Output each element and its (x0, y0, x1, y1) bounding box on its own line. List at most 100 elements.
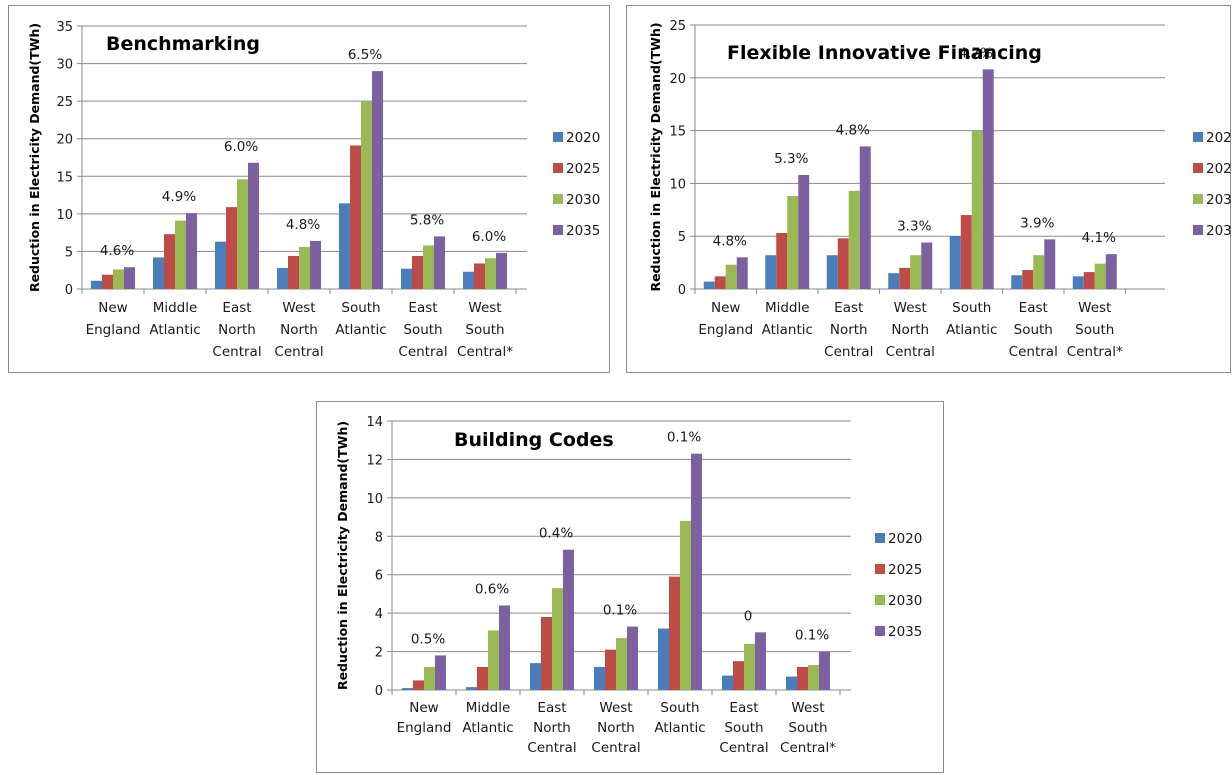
bar-2035 (691, 453, 702, 690)
category-label: Middle (466, 700, 511, 716)
chart-panel-flexible-financing: 0 5 10 15 20 25 4.8% New England 5.3% Middle Atlant… (626, 5, 1232, 373)
category-label: Middle (153, 300, 198, 316)
category-label: Central (274, 344, 323, 360)
legend-swatch-2030 (875, 595, 885, 605)
bar-2020 (594, 666, 605, 690)
category-label: East (729, 700, 758, 716)
legend-swatch-2025 (1193, 163, 1203, 173)
bar-2025 (226, 207, 237, 289)
data-label: 4.8% (836, 122, 870, 138)
bar-2030 (787, 196, 799, 289)
bar-2035 (310, 240, 321, 289)
category-label: Central (719, 740, 768, 756)
bar-2030 (361, 101, 372, 290)
legend-label: 2030 (566, 192, 600, 208)
bar-2030 (1033, 255, 1045, 289)
legend-label: 2025 (888, 562, 922, 578)
y-tick-label: 5 (65, 245, 73, 260)
bar-2035 (755, 632, 766, 690)
data-label: 4.8% (713, 233, 747, 249)
bar-2030 (488, 630, 499, 690)
y-tick-label: 25 (669, 19, 686, 34)
data-label: 0.5% (411, 631, 445, 647)
bar-2020 (402, 688, 413, 690)
category-label: East (834, 300, 863, 316)
y-tick-label: 12 (366, 453, 383, 468)
category-label: Central (527, 740, 576, 756)
bar-2030 (1094, 263, 1106, 289)
legend-swatch-2020 (1193, 132, 1203, 142)
category-label: New (711, 300, 740, 316)
data-label: 0.1% (603, 603, 637, 619)
bar-2035 (798, 174, 810, 289)
category-label: Central* (457, 344, 513, 360)
bar-2030 (424, 666, 435, 690)
bar-2020 (765, 255, 777, 289)
category-label: Atlantic (762, 322, 813, 338)
category-label: New (409, 700, 438, 716)
y-tick-label: 35 (56, 20, 73, 35)
bar-2035 (1105, 254, 1117, 289)
bar-2025 (412, 255, 423, 289)
bar-2020 (703, 281, 715, 289)
legend-label: 2020 (1206, 130, 1232, 146)
category-label: South (403, 322, 442, 338)
y-tick-label: 5 (678, 230, 686, 245)
legend-label: 2035 (566, 223, 600, 239)
category-label: South (465, 322, 504, 338)
category-label: West (791, 700, 824, 716)
y-tick-label: 30 (56, 58, 73, 73)
bar-2025 (288, 255, 299, 289)
bar-2020 (277, 267, 288, 289)
bar-2030 (971, 130, 983, 289)
category-label: Atlantic (149, 322, 200, 338)
bar-2035 (859, 146, 871, 289)
data-label: 4.7% (959, 45, 993, 61)
category-label: West (468, 300, 501, 316)
category-label: Central (591, 740, 640, 756)
data-label: 5.3% (774, 151, 808, 167)
category-label: West (599, 700, 632, 716)
bar-2020 (401, 268, 412, 289)
legend-swatch-2030 (1193, 194, 1203, 204)
y-tick-label: 15 (56, 170, 73, 185)
category-label: South (660, 700, 699, 716)
data-label: 4.6% (100, 243, 134, 259)
category-label: North (280, 322, 318, 338)
bar-2035 (124, 267, 135, 289)
bar-2020 (786, 676, 797, 690)
legend-label: 2025 (1206, 161, 1232, 177)
data-label: 0.6% (475, 581, 509, 597)
bar-2035 (736, 257, 748, 289)
bar-2030 (680, 520, 691, 690)
category-label: South (1075, 322, 1114, 338)
data-label: 4.9% (162, 189, 196, 205)
bar-2035 (1044, 239, 1056, 289)
chart-title: Flexible Innovative Financing (727, 42, 1042, 64)
chart-title: Building Codes (454, 429, 614, 451)
bar-2025 (474, 263, 485, 289)
y-tick-label: 15 (669, 125, 686, 140)
bar-2025 (837, 238, 849, 289)
y-tick-label: 6 (375, 569, 383, 584)
bar-2035 (921, 242, 933, 289)
category-label: South (952, 300, 991, 316)
category-label: England (397, 720, 452, 736)
data-label: 0 (744, 608, 753, 624)
bar-2035 (435, 655, 446, 690)
y-tick-label: 10 (56, 208, 73, 223)
category-label: East (1019, 300, 1048, 316)
bar-2035 (434, 236, 445, 289)
category-label: South (788, 720, 827, 736)
y-tick-label: 10 (669, 177, 686, 192)
bar-2030 (616, 638, 627, 690)
chart-title: Benchmarking (106, 33, 260, 55)
bar-2035 (248, 162, 259, 289)
category-label: Central* (1067, 344, 1123, 360)
data-label: 3.3% (897, 219, 931, 235)
bar-2035 (499, 605, 510, 690)
bar-2030 (910, 255, 922, 289)
bar-2020 (826, 255, 838, 289)
category-label: North (597, 720, 635, 736)
data-label: 4.1% (1082, 230, 1116, 246)
